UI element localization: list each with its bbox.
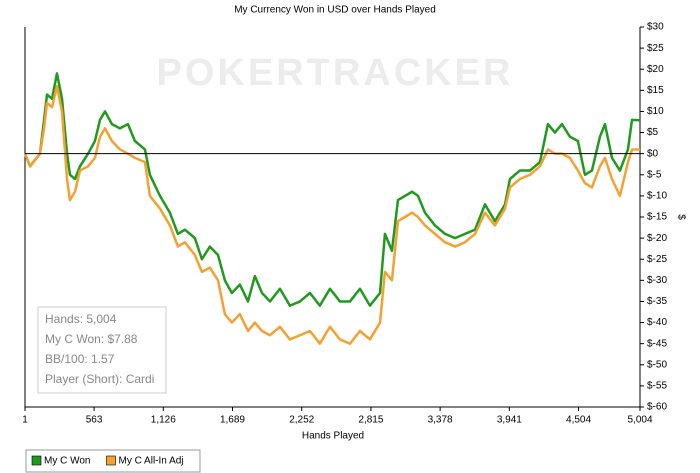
y-tick-label: $10 <box>647 106 664 117</box>
info-line: Hands: 5,004 <box>45 312 117 326</box>
y-tick-label: $-5 <box>647 169 662 180</box>
y-tick-label: $15 <box>647 85 664 96</box>
info-line: My C Won: $7.88 <box>45 332 138 346</box>
y-tick-label: $-55 <box>647 381 667 392</box>
x-tick-label: 1,126 <box>151 415 176 426</box>
y-axis-label: $ <box>675 214 686 220</box>
y-tick-label: $30 <box>647 22 664 33</box>
y-tick-label: $25 <box>647 43 664 54</box>
series-line <box>23 84 640 345</box>
y-tick-label: $-30 <box>647 275 667 286</box>
x-tick-label: 2,815 <box>358 415 383 426</box>
x-axis-label: Hands Played <box>302 431 364 442</box>
y-tick-label: $0 <box>647 148 659 159</box>
x-tick-label: 3,378 <box>428 415 453 426</box>
y-tick-label: $-35 <box>647 296 667 307</box>
x-tick-label: 5,004 <box>627 415 652 426</box>
y-tick-label: $20 <box>647 64 664 75</box>
y-tick-label: $-45 <box>647 338 667 349</box>
y-tick-label: $-40 <box>647 317 667 328</box>
y-tick-label: $-15 <box>647 212 667 223</box>
legend-label: My C All-In Adj <box>119 456 184 467</box>
info-line: BB/100: 1.57 <box>45 352 115 366</box>
info-box <box>37 306 167 394</box>
x-tick-label: 1 <box>22 415 28 426</box>
y-tick-label: $-25 <box>647 254 667 265</box>
x-tick-label: 2,252 <box>289 415 314 426</box>
y-tick-label: $-50 <box>647 359 667 370</box>
legend-swatch <box>106 455 116 466</box>
y-tick-label: $-10 <box>647 191 667 202</box>
x-tick-label: 563 <box>86 415 103 426</box>
y-tick-label: $-20 <box>647 233 667 244</box>
chart-title: My Currency Won in USD over Hands Played <box>234 5 436 16</box>
x-tick-label: 3,941 <box>497 415 522 426</box>
y-tick-label: $5 <box>647 127 659 138</box>
y-tick-label: $-60 <box>647 402 667 413</box>
info-line: Player (Short): Cardi <box>45 372 154 386</box>
x-tick-label: 4,504 <box>566 415 591 426</box>
series-line <box>23 72 641 307</box>
watermark: POKERTRACKER <box>157 52 514 94</box>
legend-swatch <box>31 455 42 466</box>
legend-label: My C Won <box>44 456 91 467</box>
x-tick-label: 1,689 <box>220 415 245 426</box>
